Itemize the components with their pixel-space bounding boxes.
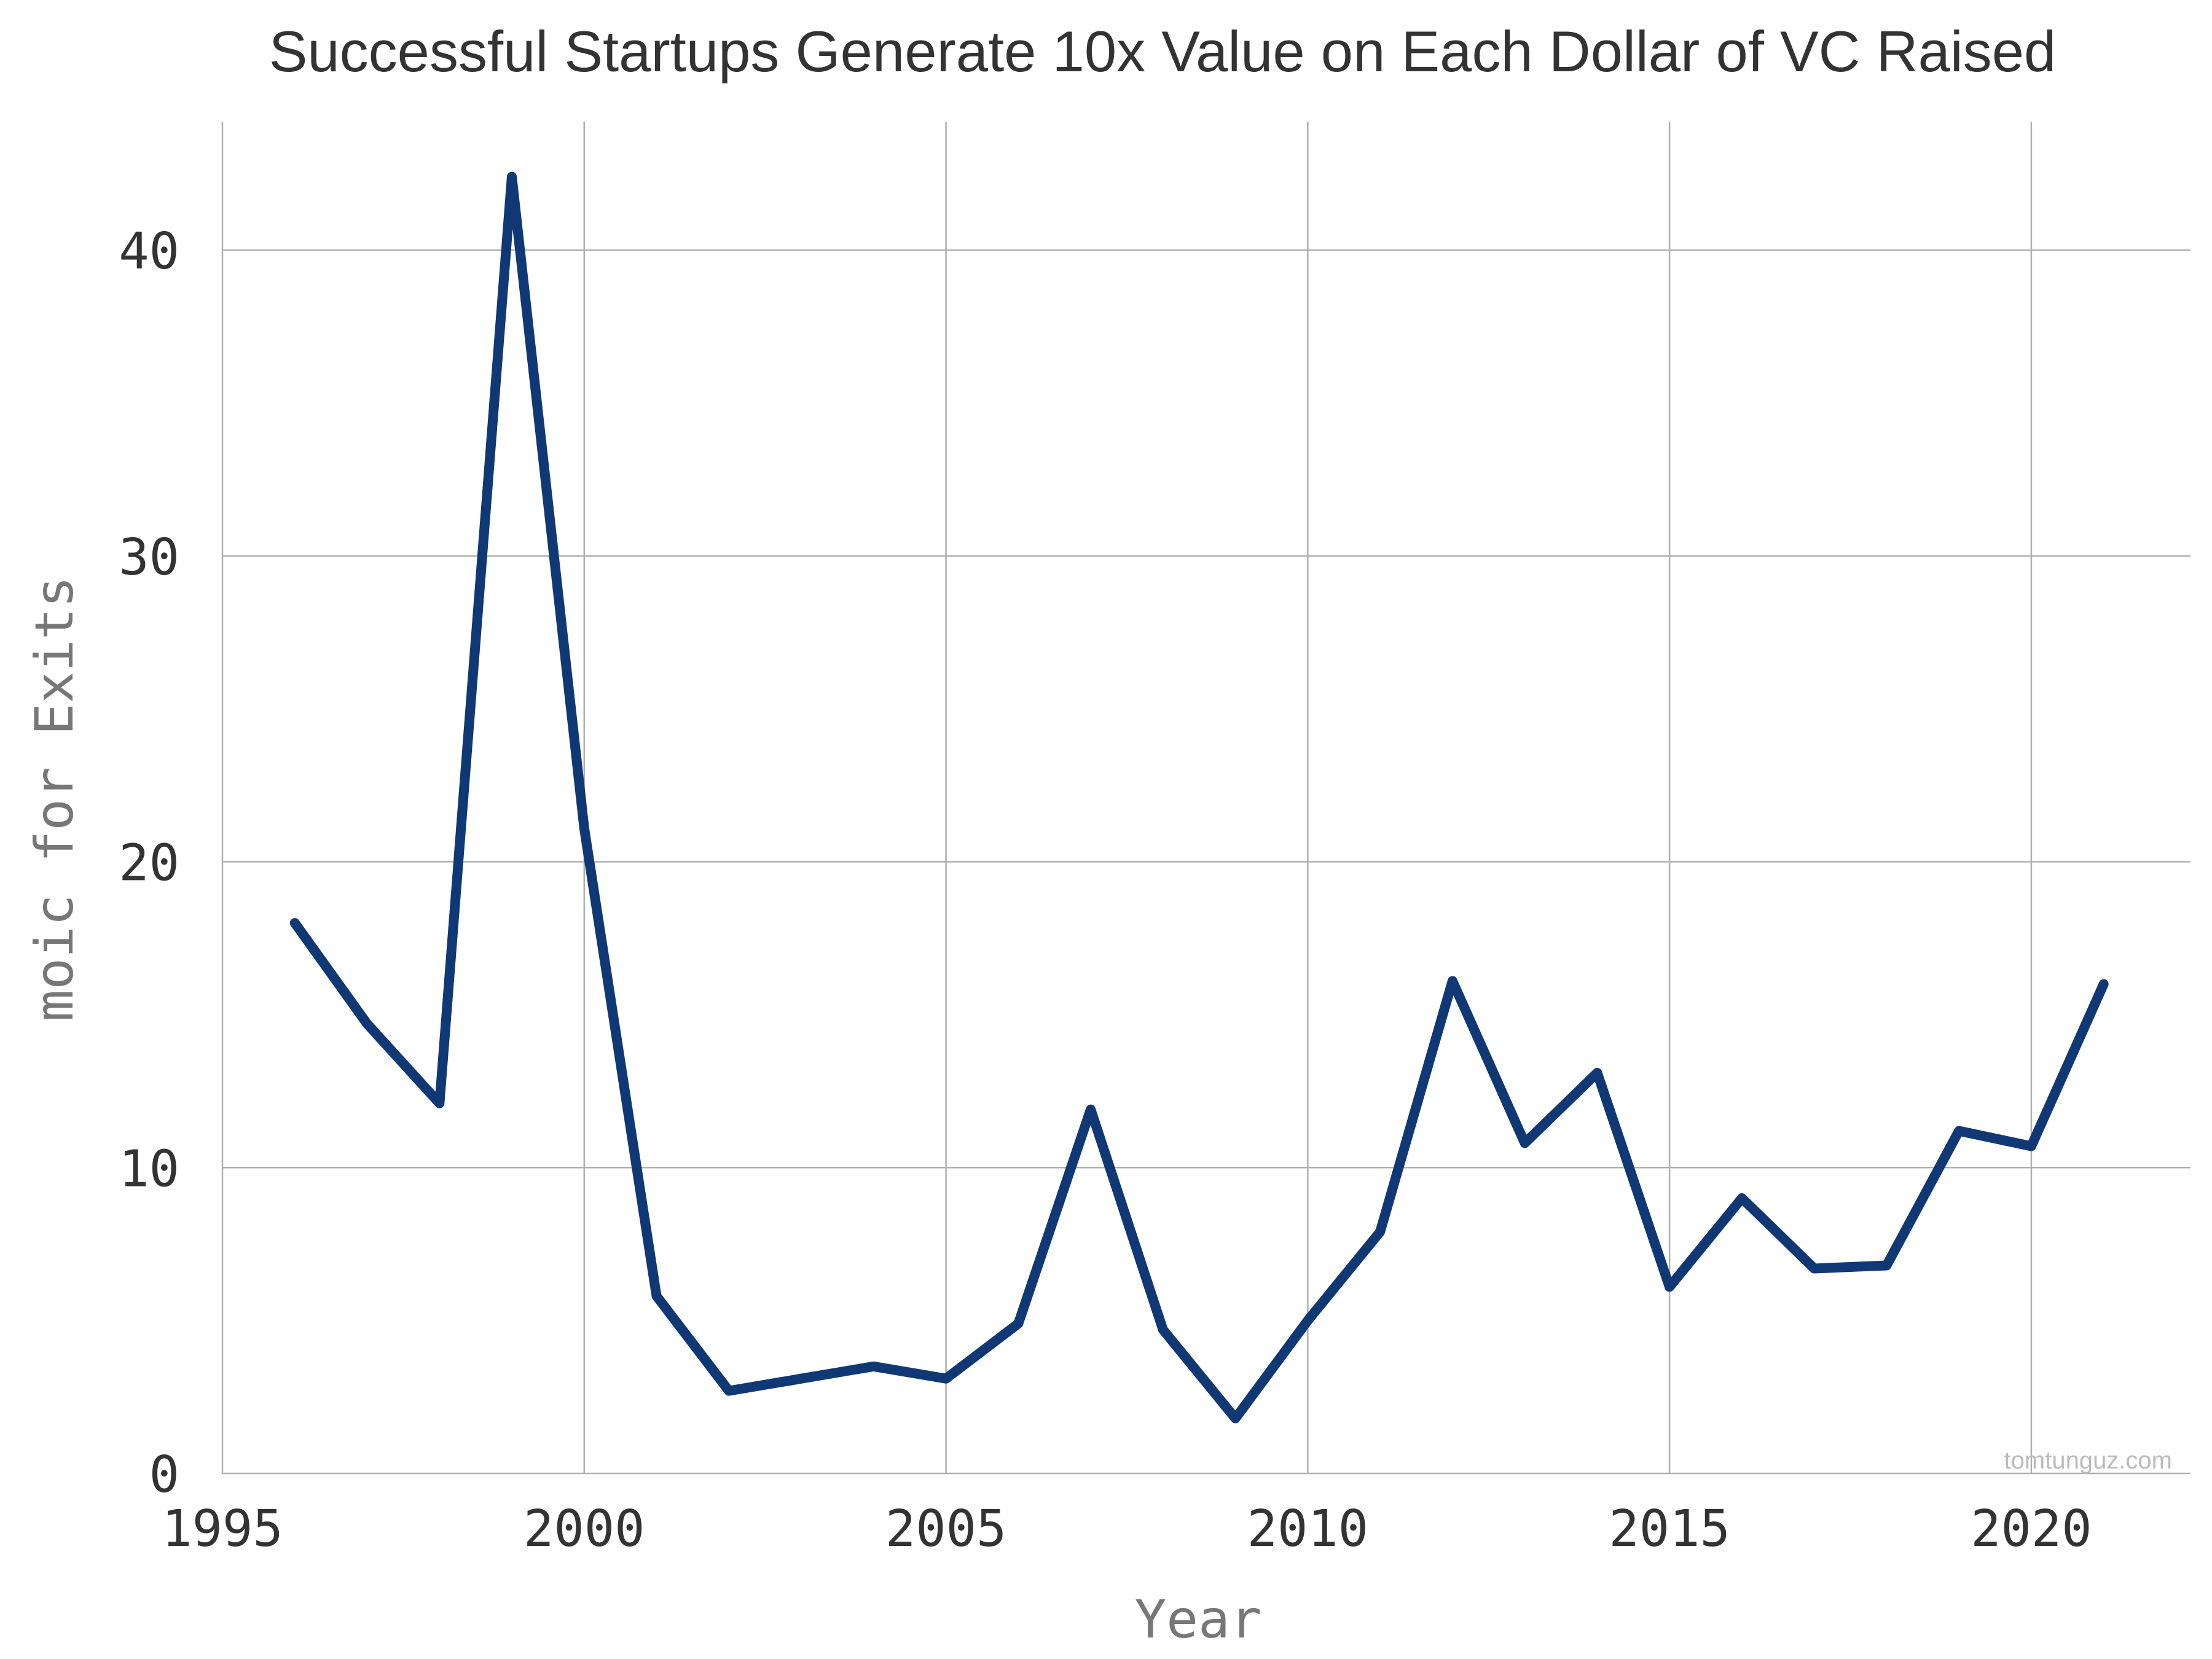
watermark: tomtunguz.com (2004, 1447, 2172, 1474)
x-tick-labels: 1995 2000 2005 2010 2015 2020 (162, 1500, 2092, 1558)
x-tick-label: 2010 (1247, 1500, 1368, 1558)
y-axis-label: moic for Exits (24, 576, 85, 1022)
x-axis-label: Year (1134, 1589, 1261, 1650)
x-tick-label: 2005 (885, 1500, 1006, 1558)
x-tick-label: 2000 (524, 1500, 645, 1558)
x-tick-label: 1995 (162, 1500, 283, 1558)
y-tick-label: 30 (119, 528, 179, 587)
x-tick-label: 2015 (1609, 1500, 1730, 1558)
vertical-gridlines (583, 122, 2033, 1473)
y-tick-labels: 0 10 20 30 40 (119, 222, 179, 1504)
horizontal-gridlines (222, 249, 2190, 1169)
y-tick-label: 20 (119, 834, 179, 893)
y-tick-label: 40 (119, 222, 179, 281)
y-tick-label: 0 (149, 1446, 179, 1504)
series-group (289, 171, 2109, 1424)
series-line (289, 171, 2109, 1424)
y-tick-label: 10 (119, 1140, 179, 1198)
chart-title: Successful Startups Generate 10x Value o… (269, 19, 2057, 84)
x-tick-label: 2020 (1971, 1500, 2092, 1558)
